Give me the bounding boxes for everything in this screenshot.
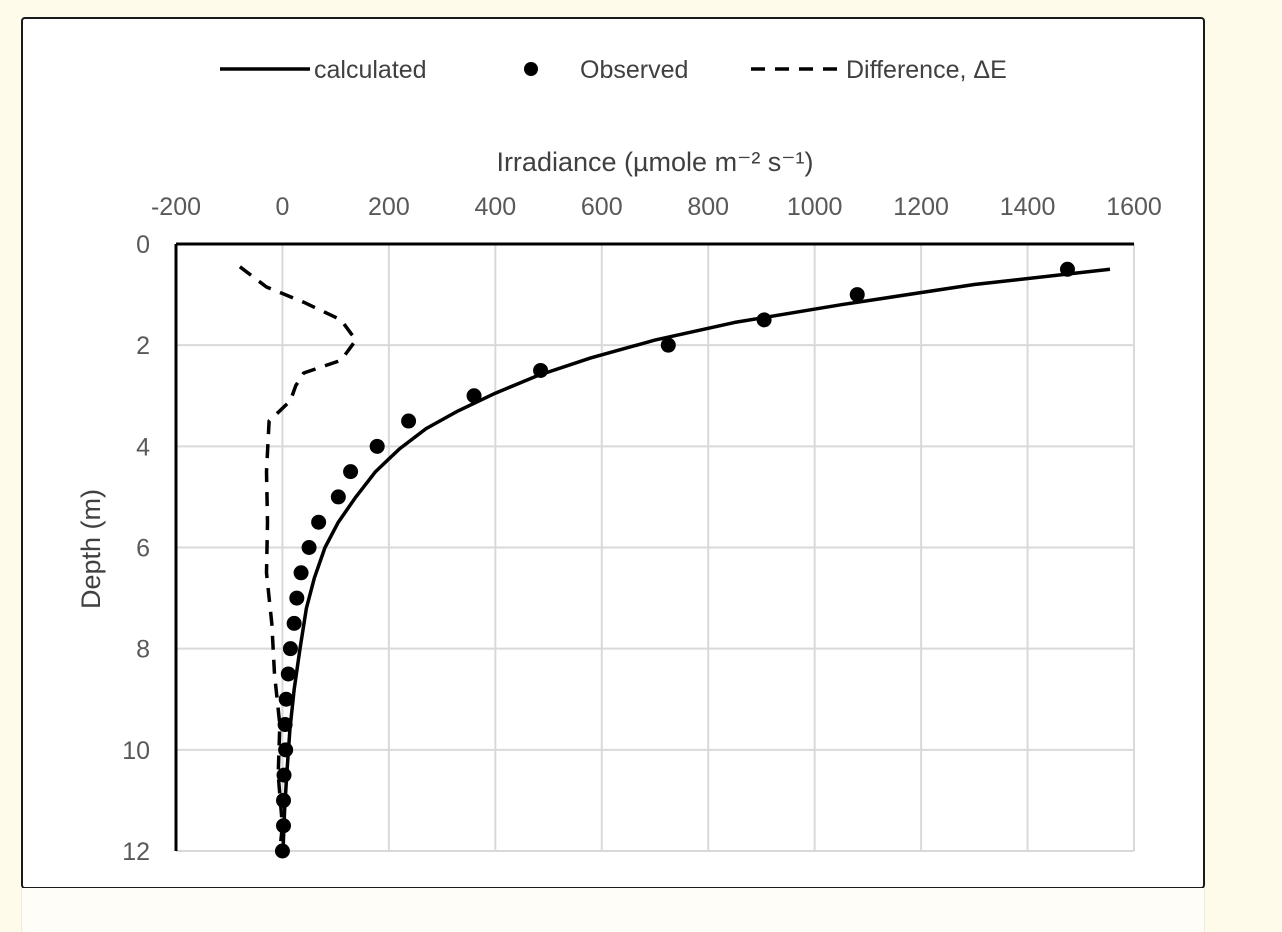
y-axis-title: Depth (m) xyxy=(76,489,106,609)
legend-calculated-label: calculated xyxy=(314,56,427,84)
observed-point xyxy=(282,641,298,657)
observed-point xyxy=(289,590,305,606)
chart-frame: calculated Observed Difference, ΔE Irrad… xyxy=(21,17,1205,889)
observed-point xyxy=(369,438,385,454)
observed-point xyxy=(276,792,292,808)
calculated-line xyxy=(281,267,1111,852)
grid xyxy=(176,244,1135,852)
series xyxy=(238,261,1111,859)
x-tick-label: 400 xyxy=(474,193,516,221)
observed-point xyxy=(466,388,482,404)
legend-difference-label: Difference, ΔE xyxy=(846,56,1007,84)
observed-point xyxy=(756,312,772,328)
y-tick-label: 2 xyxy=(136,332,150,360)
observed-point xyxy=(278,742,294,758)
observed-point xyxy=(274,843,290,859)
observed-point xyxy=(293,565,309,581)
observed-point xyxy=(660,337,676,353)
y-tick-label: 8 xyxy=(136,636,150,664)
observed-point xyxy=(276,818,292,834)
observed-point xyxy=(1059,261,1075,277)
axes xyxy=(174,242,1134,851)
y-tick-label: 0 xyxy=(136,231,150,259)
legend: calculated Observed Difference, ΔE xyxy=(220,56,1007,84)
observed-point xyxy=(286,615,302,631)
observed-point xyxy=(301,540,317,555)
x-tick-label: 1200 xyxy=(893,193,949,221)
ticks: -200 0 200 400 600 800 1000 1200 1400 16000246810… xyxy=(122,193,1162,866)
difference-line xyxy=(238,265,358,852)
y-tick-label: 6 xyxy=(136,535,150,563)
below-panel xyxy=(21,888,1205,932)
x-tick-label: 600 xyxy=(581,193,623,221)
observed-point xyxy=(276,767,292,783)
x-tick-label: 1600 xyxy=(1106,193,1162,221)
x-tick-label: 1000 xyxy=(787,193,843,221)
y-tick-label: 10 xyxy=(122,737,150,765)
observed-point xyxy=(311,514,327,530)
x-tick-label: -200 xyxy=(151,193,201,221)
observed-point xyxy=(277,717,293,733)
observed-point xyxy=(280,666,296,682)
observed-point xyxy=(401,413,417,429)
observed-point xyxy=(330,489,346,505)
x-tick-label: 800 xyxy=(687,193,729,221)
x-tick-label: 200 xyxy=(368,193,410,221)
y-tick-label: 4 xyxy=(136,433,150,461)
y-tick-label: 12 xyxy=(122,838,150,866)
x-tick-label: 1400 xyxy=(1000,193,1056,221)
legend-observed-marker xyxy=(524,62,538,76)
observed-point xyxy=(343,464,359,480)
x-tick-label: 0 xyxy=(275,193,289,221)
observed-point xyxy=(278,691,294,707)
legend-observed-label: Observed xyxy=(580,56,688,84)
observed-point xyxy=(849,287,865,303)
chart-svg: calculated Observed Difference, ΔE Irrad… xyxy=(76,56,1162,866)
observed-point xyxy=(533,362,549,378)
x-axis-title: Irradiance (µmole m⁻² s⁻¹) xyxy=(496,147,813,177)
